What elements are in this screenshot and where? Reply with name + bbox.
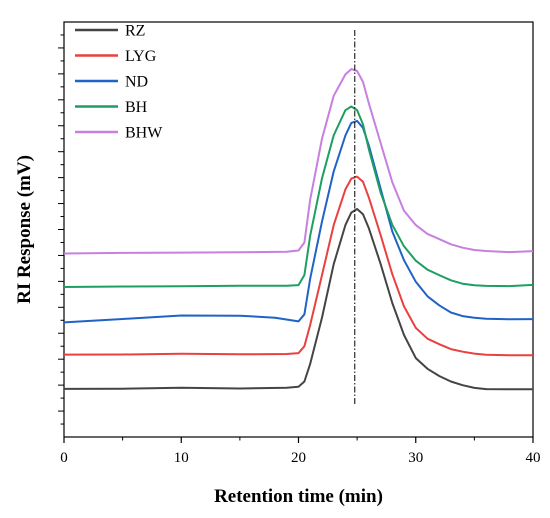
x-tick-label: 40 (526, 450, 541, 466)
series-line-nd (63, 119, 534, 324)
axes: 0 10 20 30 40 (58, 34, 541, 466)
x-tick-label: 20 (291, 450, 306, 466)
x-tick-label: 0 (60, 450, 68, 466)
legend-label-rz: RZ (125, 23, 145, 40)
series-line-lyg (63, 175, 534, 357)
legend-label-lyg: LYG (125, 48, 157, 65)
legend-label-bh: BH (125, 99, 148, 116)
x-tick-label: 30 (408, 450, 423, 466)
x-axis-label: Retention time (min) (214, 486, 383, 507)
legend: RZ LYG ND BH BHW (75, 23, 163, 142)
series-line-rz (63, 208, 533, 391)
legend-label-nd: ND (125, 74, 148, 91)
series-layer (63, 68, 534, 391)
series-line-bh (63, 105, 534, 288)
y-axis-label: RI Response (mV) (14, 155, 35, 304)
x-tick-label: 10 (174, 450, 189, 466)
series-line-bhw (63, 68, 534, 255)
legend-label-bhw: BHW (125, 125, 163, 142)
